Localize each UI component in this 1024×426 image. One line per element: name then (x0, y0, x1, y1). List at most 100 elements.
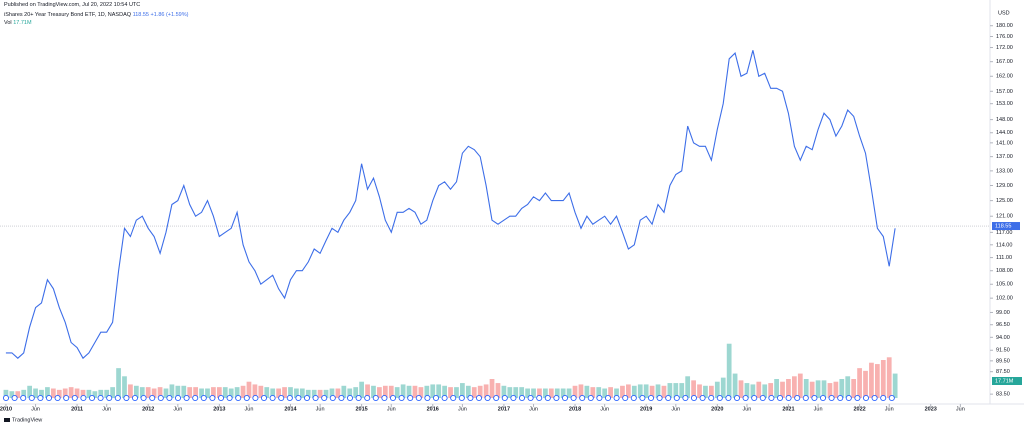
volume-bar (578, 384, 584, 398)
x-tick-label: 2014 (284, 406, 297, 412)
volume-bar (299, 388, 305, 398)
dividend-marker (415, 394, 422, 402)
volume-bar (560, 388, 566, 398)
volume-bar (436, 384, 442, 398)
y-tick-label: 157.00 (996, 89, 1013, 95)
volume-bar (845, 376, 851, 398)
volume-bar (3, 389, 9, 398)
volume-bar (762, 384, 768, 398)
symbol: iShares 20+ Year Treasury Bond ETF, 1D, … (4, 12, 132, 18)
volume-bar (145, 387, 151, 398)
x-tick-label: Jun (814, 406, 823, 412)
legend-volume: Vol 17.71M (4, 20, 32, 26)
volume-bar (80, 389, 86, 398)
x-tick-label: 2020 (711, 406, 723, 412)
dividend-marker (183, 394, 190, 402)
volume-bar (193, 387, 198, 398)
y-tick-label: 125.00 (996, 198, 1013, 204)
dividend-marker (854, 394, 861, 402)
dividend-marker (665, 394, 672, 402)
dividend-marker (217, 394, 225, 402)
volume-bar (258, 385, 264, 398)
volume-bar (282, 387, 287, 398)
dividend-marker (338, 394, 345, 402)
dividend-marker (28, 394, 35, 402)
dividend-marker (690, 394, 698, 402)
volume-bar (531, 388, 536, 398)
volume-bar (620, 385, 625, 398)
volume-bar (477, 385, 483, 398)
volume-bar (45, 387, 50, 398)
x-tick-label: 2019 (640, 406, 652, 412)
volume-bar (880, 360, 886, 398)
last-volume-label: 17.71M (995, 378, 1014, 384)
y-tick-label: 167.00 (996, 59, 1013, 65)
dividend-marker (321, 394, 328, 402)
y-tick-label: 153.00 (996, 101, 1013, 107)
logo: TradingView (4, 417, 42, 423)
dividend-marker (106, 394, 113, 402)
volume-bar (62, 388, 68, 398)
volume-bar (572, 385, 578, 398)
y-tick-label: 91.50 (996, 348, 1010, 354)
volume-bar (424, 385, 430, 398)
volume-bar (228, 388, 234, 398)
dividend-marker (329, 394, 336, 402)
dividend-marker (501, 394, 508, 402)
x-tick-label: 2010 (0, 406, 12, 412)
volume-bar (347, 388, 353, 398)
dividend-marker (561, 394, 569, 402)
volume-bar (732, 373, 738, 398)
dividend-marker (432, 394, 440, 402)
price: 118.55 (132, 12, 149, 18)
y-tick-label: 89.50 (996, 358, 1010, 364)
volume-bar (252, 384, 258, 398)
volume-bar (365, 384, 370, 398)
volume-bar (448, 387, 453, 398)
dividend-marker (286, 394, 293, 402)
volume-bar (750, 384, 756, 398)
dividend-marker (527, 394, 534, 402)
dividend-marker (63, 394, 70, 402)
dividend-marker (80, 394, 87, 402)
dividend-marker (389, 394, 397, 402)
x-tick-label: Jun (600, 406, 609, 412)
x-tick-label: Jun (458, 406, 467, 412)
y-tick-label: 87.50 (996, 369, 1010, 375)
dividend-marker (2, 394, 10, 402)
dividend-marker (303, 394, 311, 402)
volume-bar (56, 389, 62, 398)
dividend-marker (828, 394, 835, 402)
dividend-marker (37, 394, 44, 402)
dividend-marker (295, 394, 302, 402)
volume-bar (246, 381, 252, 398)
volume-bar (554, 388, 560, 398)
volume-bar (714, 381, 720, 398)
dividend-marker (269, 394, 276, 402)
volume-bar (768, 383, 774, 398)
published: Published on TradingView.com, Jul 20, 20… (4, 2, 141, 8)
volume-bar (33, 388, 38, 398)
dividend-marker (733, 394, 741, 402)
volume-bar (21, 389, 27, 398)
volume-bar (786, 379, 791, 398)
volume-bar (501, 385, 507, 398)
volume-bar (471, 387, 477, 398)
x-tick-label: Jun (743, 406, 752, 412)
volume-bar (400, 384, 406, 398)
volume-bar (726, 343, 732, 398)
volume-bar (329, 388, 335, 398)
volume-bar (803, 379, 809, 398)
volume-bar (756, 381, 762, 398)
dividend-marker (613, 394, 620, 402)
dividend-marker (630, 394, 637, 402)
dividend-marker (604, 394, 612, 402)
dividend-marker (140, 394, 147, 402)
dividend-marker (252, 394, 259, 402)
volume-bar (211, 387, 216, 398)
volume-bar (661, 385, 667, 398)
dividend-marker (157, 394, 164, 402)
dividend-marker (235, 394, 242, 402)
volume-bar (169, 384, 175, 398)
